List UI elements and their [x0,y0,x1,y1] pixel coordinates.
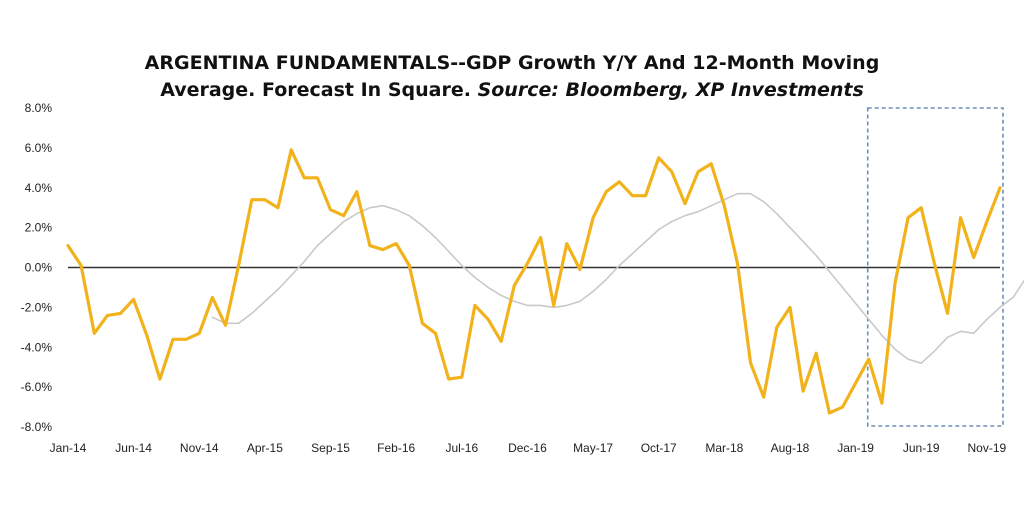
x-tick-label: Oct-17 [641,441,677,455]
x-tick-label: Dec-16 [508,441,547,455]
y-tick-label: 2.0% [25,221,53,235]
y-tick-label: -8.0% [21,420,53,434]
chart-title-line2: Average. Forecast In Square. Source: Blo… [0,77,1024,104]
x-tick-label: Aug-18 [771,441,810,455]
x-tick-label: Jan-14 [50,441,87,455]
x-tick-label: Mar-18 [705,441,743,455]
x-tick-label: Sep-15 [311,441,350,455]
chart-title-line2-text: Average. Forecast In Square. [160,79,471,101]
x-tick-label: Apr-15 [247,441,283,455]
chart-source: Source: Bloomberg, XP Investments [477,79,864,101]
y-tick-label: -4.0% [21,340,53,354]
y-tick-label: 4.0% [25,181,53,195]
x-tick-label: Jul-16 [445,441,478,455]
y-tick-label: 8.0% [25,101,53,115]
chart-title-line1: ARGENTINA FUNDAMENTALS--GDP Growth Y/Y A… [144,52,880,74]
x-tick-label: Jan-19 [837,441,874,455]
x-tick-label: Jun-14 [115,441,152,455]
chart-title: ARGENTINA FUNDAMENTALS--GDP Growth Y/Y A… [0,50,1024,104]
x-tick-label: Nov-14 [180,441,219,455]
y-tick-label: -6.0% [21,380,53,394]
y-tick-label: 0.0% [25,261,53,275]
x-tick-label: Feb-16 [377,441,415,455]
moving-average-line [211,192,1024,364]
y-tick-label: -2.0% [21,300,53,314]
forecast-box [866,107,1004,427]
x-tick-label: May-17 [573,441,613,455]
y-tick-label: 6.0% [25,141,53,155]
gdp-growth-line [66,148,1002,415]
x-tick-label: Jun-19 [903,441,940,455]
x-tick-label: Nov-19 [968,441,1007,455]
